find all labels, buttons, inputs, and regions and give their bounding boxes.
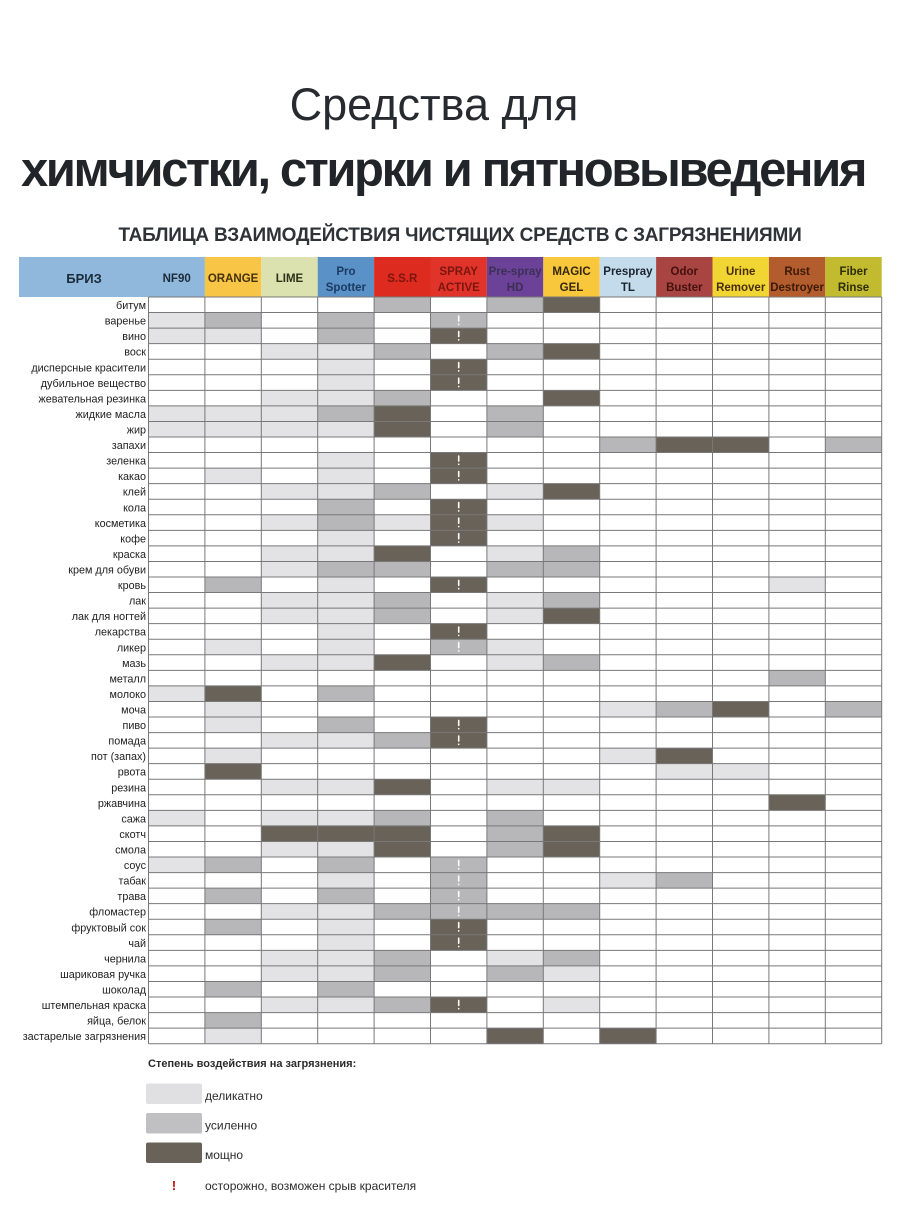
svg-text:воск: воск [124, 347, 146, 359]
svg-text:кофе: кофе [120, 533, 146, 545]
svg-text:яйца, белок: яйца, белок [87, 1016, 146, 1028]
svg-text:косметика: косметика [95, 518, 146, 530]
svg-text:фломастер: фломастер [89, 907, 146, 919]
svg-text:клей: клей [123, 487, 146, 499]
svg-text:Fiber: Fiber [839, 266, 868, 278]
svg-text:пот (запах): пот (запах) [91, 751, 146, 763]
svg-text:резина: резина [111, 782, 146, 794]
svg-text:какао: какао [118, 471, 146, 483]
svg-text:Pro: Pro [336, 266, 355, 278]
svg-text:лак для ногтей: лак для ногтей [72, 611, 146, 623]
svg-text:зеленка: зеленка [106, 456, 146, 468]
svg-text:Spotter: Spotter [326, 282, 367, 294]
svg-text:смола: смола [115, 845, 146, 857]
svg-text:TL: TL [621, 282, 635, 294]
svg-text:мазь: мазь [122, 658, 146, 670]
svg-text:Rust: Rust [784, 266, 810, 278]
svg-text:деликатно: деликатно [205, 1089, 263, 1103]
svg-text:ORANGE: ORANGE [208, 273, 259, 285]
svg-text:табак: табак [119, 876, 147, 888]
svg-text:дубильное вещество: дубильное вещество [41, 378, 146, 390]
svg-text:Степень воздействия на загрязн: Степень воздействия на загрязнения: [148, 1058, 356, 1070]
svg-text:LIME: LIME [276, 273, 304, 285]
svg-text:битум: битум [116, 300, 146, 312]
svg-text:вино: вино [122, 331, 146, 343]
svg-text:краска: краска [113, 549, 146, 561]
svg-text:!: ! [172, 1179, 176, 1193]
svg-text:Средства для: Средства для [290, 79, 579, 130]
svg-text:варенье: варенье [105, 316, 146, 328]
svg-text:лак: лак [129, 596, 146, 608]
svg-text:сажа: сажа [121, 813, 146, 825]
svg-text:рвота: рвота [118, 767, 146, 779]
svg-text:Odor: Odor [671, 266, 699, 278]
svg-text:чернила: чернила [104, 953, 146, 965]
svg-text:застарелые загрязнения: застарелые загрязнения [23, 1031, 146, 1043]
svg-text:S.S.R: S.S.R [387, 273, 418, 285]
svg-text:ТАБЛИЦА ВЗАИМОДЕЙСТВИЯ ЧИСТЯЩИ: ТАБЛИЦА ВЗАИМОДЕЙСТВИЯ ЧИСТЯЩИХ СРЕДСТВ … [118, 224, 801, 246]
svg-text:Pre-spray: Pre-spray [489, 266, 543, 278]
svg-text:шоколад: шоколад [102, 985, 147, 997]
svg-text:Destroyer: Destroyer [770, 282, 824, 294]
svg-text:шариковая ручка: шариковая ручка [60, 969, 146, 981]
svg-text:MAGIC: MAGIC [552, 266, 590, 278]
svg-text:Prespray: Prespray [603, 266, 653, 278]
svg-text:моча: моча [121, 705, 146, 717]
svg-text:кровь: кровь [118, 580, 146, 592]
svg-text:усиленно: усиленно [205, 1119, 257, 1133]
svg-text:жидкие масла: жидкие масла [76, 409, 146, 421]
svg-text:скотч: скотч [119, 829, 146, 841]
svg-text:SPRAY: SPRAY [439, 266, 478, 278]
svg-text:трава: трава [117, 891, 146, 903]
svg-text:кола: кола [123, 502, 146, 514]
svg-text:запахи: запахи [112, 440, 146, 452]
svg-text:ACTIVE: ACTIVE [438, 282, 481, 294]
svg-text:химчистки, стирки и пятновывед: химчистки, стирки и пятновыведения [21, 143, 865, 197]
svg-text:Urine: Urine [726, 266, 755, 278]
svg-text:БРИЗ: БРИЗ [66, 271, 102, 286]
svg-text:Remover: Remover [716, 282, 766, 294]
svg-text:соус: соус [124, 860, 147, 872]
svg-text:ржавчина: ржавчина [98, 798, 146, 810]
svg-text:металл: металл [110, 673, 147, 685]
svg-text:мощно: мощно [205, 1148, 243, 1162]
svg-text:Buster: Buster [666, 282, 703, 294]
svg-text:крем для обуви: крем для обуви [68, 565, 146, 577]
svg-text:пиво: пиво [123, 720, 147, 732]
svg-text:осторожно, возможен срыв краси: осторожно, возможен срыв красителя [205, 1179, 416, 1193]
svg-text:дисперсные красители: дисперсные красители [31, 362, 146, 374]
svg-text:ликер: ликер [117, 642, 146, 654]
svg-text:HD: HD [507, 282, 524, 294]
svg-text:штемпельная краска: штемпельная краска [42, 1000, 146, 1012]
svg-text:GEL: GEL [560, 282, 584, 294]
svg-text:помада: помада [108, 736, 146, 748]
svg-text:жевательная резинка: жевательная резинка [39, 393, 147, 405]
svg-text:чай: чай [128, 938, 146, 950]
svg-text:фруктовый сок: фруктовый сок [71, 922, 146, 934]
svg-text:жир: жир [127, 425, 146, 437]
svg-text:NF90: NF90 [163, 273, 191, 285]
svg-text:Rinse: Rinse [838, 282, 869, 294]
svg-text:лекарства: лекарства [95, 627, 146, 639]
svg-text:молоко: молоко [110, 689, 146, 701]
